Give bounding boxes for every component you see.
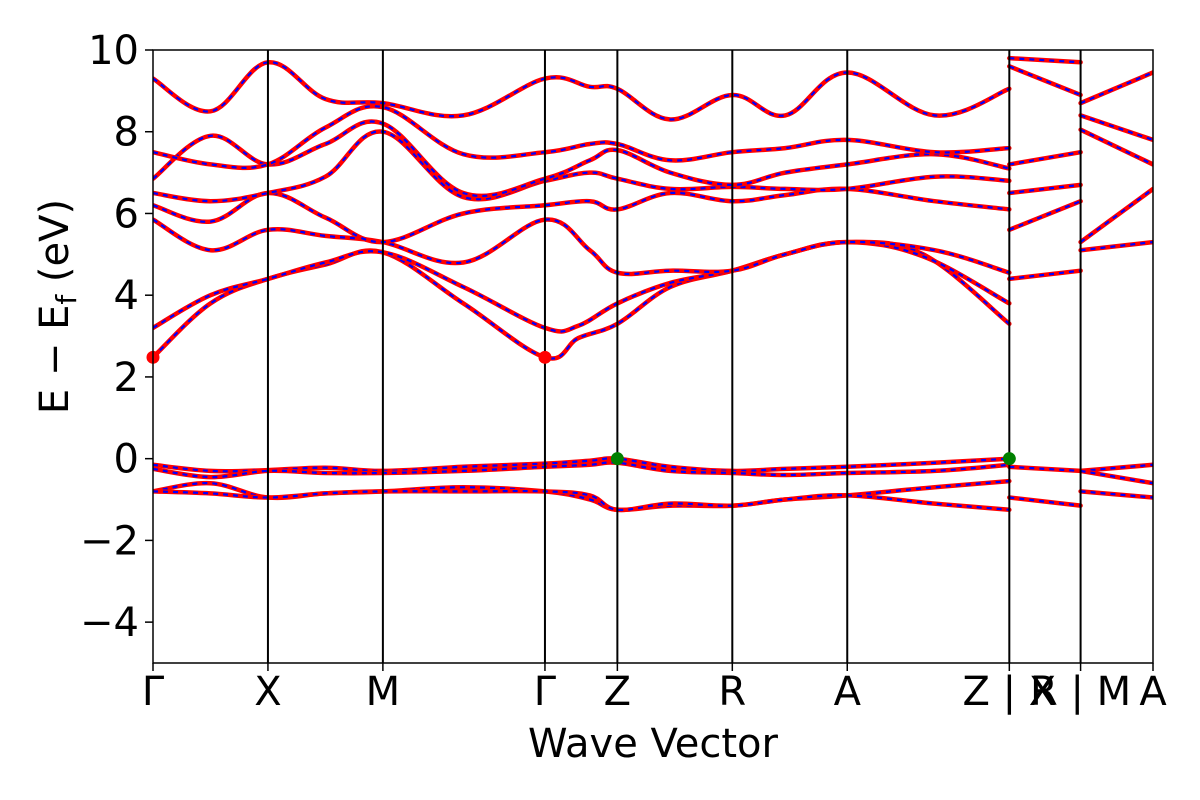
y-tick-label-7: 10 — [88, 28, 139, 74]
y-axis-label: E − Ef (eV) — [32, 199, 83, 414]
band-spin-up-13 — [1008, 200, 1081, 231]
band-lines — [153, 55, 1153, 513]
y-axis-label-subscript: f — [50, 294, 83, 305]
y-tick-label-2: 0 — [114, 437, 139, 483]
x-tick-label-6: A — [834, 669, 862, 715]
band-spin-up-14 — [1009, 183, 1081, 195]
band-spin-down-1 — [153, 239, 1012, 334]
x-tick-label-0: Γ — [142, 669, 165, 715]
band-spin-up-8 — [153, 457, 1010, 473]
x-tick-label-2: M — [366, 669, 401, 715]
band-spin-up-25 — [1080, 463, 1153, 473]
band-spin-down-3 — [153, 186, 1012, 245]
x-tick-label-5: R — [718, 669, 746, 715]
band-spin-up-2 — [153, 218, 1010, 276]
vbm-marker-2 — [610, 452, 624, 466]
y-axis-label-main: E − E — [32, 305, 78, 415]
band-spin-down-0 — [153, 239, 1012, 361]
band-spin-up-20 — [1080, 240, 1153, 252]
band-spin-up-5 — [153, 120, 1010, 198]
x-tick-label-9: A — [1139, 669, 1167, 715]
band-spin-up-1 — [153, 240, 1010, 333]
band-spin-up-17 — [1009, 57, 1081, 64]
band-spin-up-16 — [1008, 65, 1081, 96]
vbm-marker-3 — [1002, 452, 1016, 466]
y-tick-label-6: 8 — [114, 110, 139, 156]
band-spin-up-21 — [1079, 188, 1153, 243]
band-extrema-markers — [146, 350, 1016, 466]
band-spin-up-0 — [153, 240, 1010, 360]
band-spin-up-18 — [1009, 465, 1081, 473]
band-spin-up-12 — [1009, 269, 1081, 280]
y-tick-label-4: 4 — [114, 273, 139, 319]
x-tick-label-3: Γ — [534, 669, 557, 715]
band-spin-up-3 — [153, 187, 1010, 244]
band-spin-up-27 — [1080, 490, 1153, 499]
y-tick-label-0: −4 — [80, 600, 139, 646]
x-tick-label-1: X — [254, 669, 281, 715]
x-tick-label-8: R | M — [1030, 669, 1131, 715]
band-spin-up-9 — [153, 461, 1010, 479]
band-spin-up-23 — [1080, 114, 1153, 141]
y-tick-label-3: 2 — [114, 355, 139, 401]
plot-frame — [152, 49, 1154, 664]
band-spin-up-7 — [153, 61, 1010, 121]
band-spin-up-4 — [153, 130, 1010, 203]
x-axis-label: Wave Vector — [528, 721, 779, 767]
band-spin-down-7 — [153, 60, 1012, 122]
y-tick-label-1: −2 — [80, 518, 139, 564]
band-spin-up-24 — [1080, 71, 1153, 105]
band-spin-up-6 — [153, 105, 1010, 169]
band-spin-up-26 — [1080, 469, 1153, 485]
y-axis-ticks: −4 −2 0 2 4 6 8 10 — [80, 28, 153, 646]
x-tick-label-7: Z | X — [962, 669, 1056, 715]
band-spin-up-19 — [1009, 496, 1081, 507]
band-spin-up-22 — [1080, 128, 1153, 166]
cbm-marker-1 — [538, 350, 552, 364]
band-spin-up-15 — [1009, 151, 1081, 166]
y-tick-label-5: 6 — [114, 191, 139, 237]
x-tick-label-4: Z — [604, 669, 631, 715]
high-symmetry-lines — [266, 50, 1082, 663]
band-spin-down-11 — [153, 488, 1012, 513]
y-axis-label-unit: (eV) — [32, 199, 78, 295]
